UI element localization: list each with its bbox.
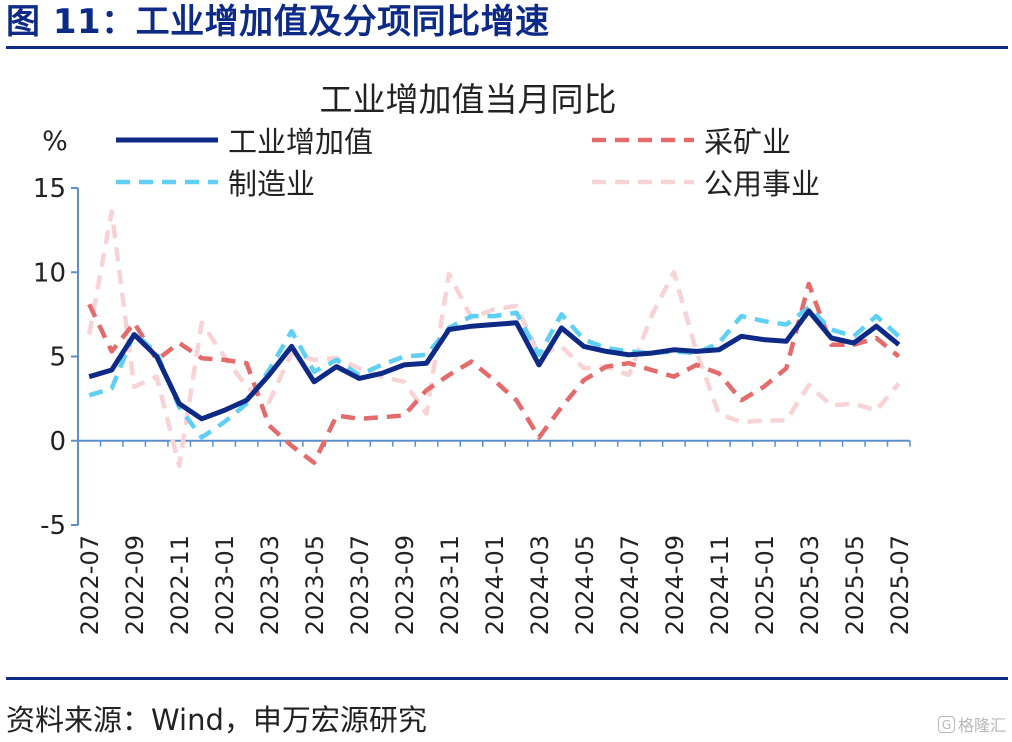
y-axis-unit-label: % xyxy=(42,126,68,157)
series-line-3 xyxy=(88,305,901,440)
x-tick-label: 2023-05 xyxy=(301,535,329,635)
footer-rule xyxy=(6,677,1008,680)
x-tick-label: 2022-09 xyxy=(121,535,149,635)
y-tick-label: 0 xyxy=(49,427,66,457)
axes: -5 0 5 10 15 2022-07 2022-09 2022-11 2023-01 2023… xyxy=(33,174,914,635)
x-tick-label: 2024-11 xyxy=(706,535,734,635)
watermark-logo-icon: G xyxy=(937,715,955,733)
watermark-text: 格隆汇 xyxy=(957,716,1006,735)
x-tick-label: 2024-07 xyxy=(616,535,644,635)
x-tick-label: 2022-11 xyxy=(166,535,194,635)
chart-title: 工业增加值当月同比 xyxy=(320,80,617,119)
y-tick-label: 15 xyxy=(33,174,66,204)
series-line-1 xyxy=(88,308,901,422)
x-tick-label: 2025-01 xyxy=(751,535,779,635)
y-tick-label: 10 xyxy=(33,258,66,288)
x-tick-label: 2024-01 xyxy=(481,535,509,635)
y-tick-label: -5 xyxy=(40,511,66,541)
x-tick-label: 2025-07 xyxy=(886,535,914,635)
legend-label: 制造业 xyxy=(228,167,315,201)
x-tick-label: 2023-11 xyxy=(436,535,464,635)
x-tick-label: 2024-05 xyxy=(571,535,599,635)
watermark: G 格隆汇 xyxy=(937,712,1006,736)
legend-label: 公用事业 xyxy=(704,167,820,201)
series-line-4 xyxy=(86,209,901,469)
source-note: 资料来源：Wind，申万宏源研究 xyxy=(6,703,427,737)
legend-label: 工业增加值 xyxy=(228,125,373,159)
x-tick-label: 2022-07 xyxy=(76,535,104,635)
legend-label: 采矿业 xyxy=(704,125,791,159)
x-tick-label: 2024-09 xyxy=(661,535,689,635)
series-line-2 xyxy=(87,281,901,465)
x-tick-label: 2025-05 xyxy=(841,535,869,635)
y-tick-label: 5 xyxy=(49,343,66,373)
x-tick-label: 2023-03 xyxy=(256,535,284,635)
x-tick-label: 2023-01 xyxy=(211,535,239,635)
x-tick-label: 2023-09 xyxy=(391,535,419,635)
x-tick-label: 2025-03 xyxy=(796,535,824,635)
figure-title: 图 11：工业增加值及分项同比增速 xyxy=(6,2,550,42)
x-tick-label: 2023-07 xyxy=(346,535,374,635)
title-rule xyxy=(6,46,1008,49)
x-tick-label: 2024-03 xyxy=(526,535,554,635)
series-layer xyxy=(86,209,901,469)
